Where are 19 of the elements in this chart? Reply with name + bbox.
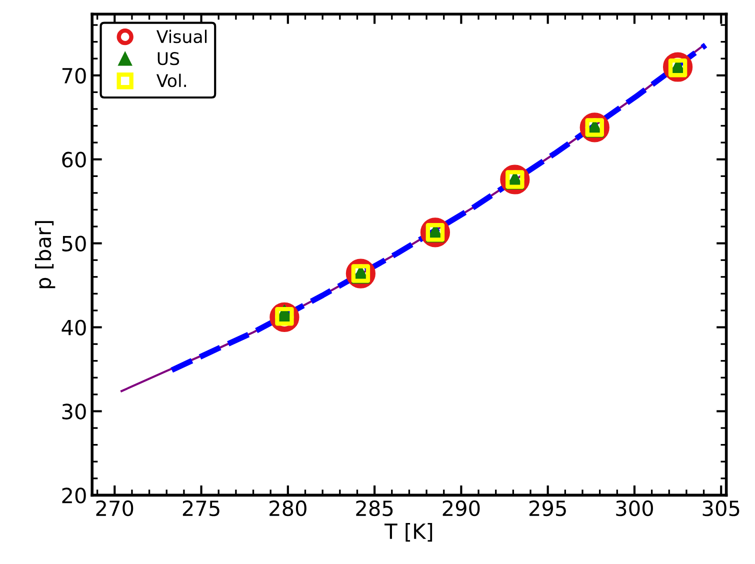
y-tick-label: 40 xyxy=(62,320,86,336)
x-tick-label: 280 xyxy=(270,500,306,516)
y-tick-label: 50 xyxy=(62,236,86,252)
y-axis-title: p [bar] xyxy=(35,221,56,288)
x-tick-label: 290 xyxy=(442,500,480,516)
y-tick-label: 70 xyxy=(62,68,86,84)
x-tick-label: 275 xyxy=(182,500,220,516)
y-tick-label: 60 xyxy=(62,152,86,168)
y-tick-label: 30 xyxy=(62,404,86,420)
legend-label: Visual xyxy=(156,30,207,44)
x-tick-label: 300 xyxy=(616,500,653,516)
y-tick-label: 20 xyxy=(62,488,86,504)
x-tick-label: 285 xyxy=(356,500,393,516)
x-tick-label: 270 xyxy=(96,500,134,516)
x-axis-title: T [K] xyxy=(384,522,432,542)
legend-label: Vol. xyxy=(156,74,186,88)
legend-label: US xyxy=(158,52,180,66)
x-tick-label: 295 xyxy=(529,500,566,516)
x-tick-label: 305 xyxy=(702,500,740,516)
